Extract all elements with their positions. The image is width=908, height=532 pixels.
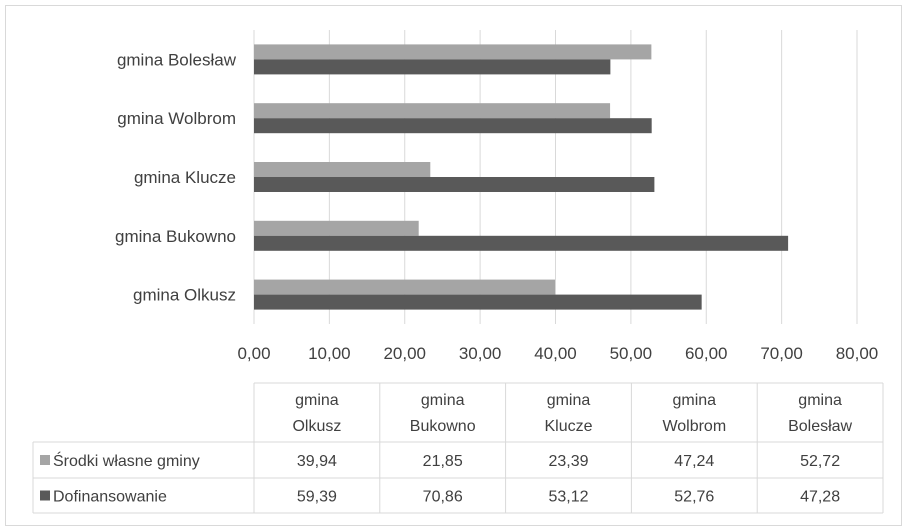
bar [254, 162, 431, 177]
x-tick-label: 30,00 [459, 344, 502, 363]
bar [254, 44, 652, 60]
bar [254, 235, 789, 251]
category-label: gmina Wolbrom [117, 109, 236, 128]
bars [254, 44, 789, 310]
bar [254, 279, 556, 295]
legend-key [40, 490, 50, 501]
x-tick-labels: 0,00 10,00 20,00 30,00 40,00 50,00 60,00 70,00 8… [237, 344, 878, 363]
legend-label: Środki własne gminy [53, 451, 200, 470]
data-table: gmina Olkusz gmina Bukowno gmina Klucze gmina W… [32, 382, 884, 514]
x-tick-label: 50,00 [610, 344, 653, 363]
data-label: 47,28 [800, 489, 840, 506]
data-label: 52,72 [800, 453, 840, 470]
bar [254, 177, 655, 192]
bar [254, 103, 611, 119]
table-header-line: Klucze [544, 418, 592, 435]
bar [254, 59, 611, 75]
legend-key [40, 455, 50, 465]
table-header-line: gmina [547, 392, 591, 409]
table-header-line: Olkusz [292, 418, 341, 435]
bar [254, 118, 652, 134]
table-header-line: Bukowno [410, 418, 476, 435]
table-header-line: gmina [673, 392, 717, 409]
table-header-line: gmina [421, 392, 465, 409]
data-label: 59,39 [297, 489, 337, 506]
x-tick-label: 80,00 [836, 344, 879, 363]
data-label: 21,85 [423, 453, 463, 470]
x-tick-label: 70,00 [760, 344, 803, 363]
x-tick-label: 10,00 [308, 344, 351, 363]
data-label: 53,12 [548, 489, 588, 506]
data-label: 52,76 [674, 489, 714, 506]
x-tick-label: 0,00 [237, 344, 270, 363]
x-tick-label: 40,00 [534, 344, 577, 363]
bar [254, 220, 419, 236]
table-header-line: gmina [295, 392, 339, 409]
category-label: gmina Bukowno [115, 227, 236, 246]
data-label: 70,86 [423, 489, 463, 506]
category-label: gmina Bolesław [117, 50, 237, 69]
data-label: 39,94 [297, 453, 337, 470]
legend-label: Dofinansowanie [53, 489, 167, 506]
table-header-line: Bolesław [788, 418, 852, 435]
table-header-line: Wolbrom [662, 418, 726, 435]
chart-frame: gmina Olkusz gmina Bukowno gmina Klucze gmi… [5, 5, 902, 526]
data-label: 23,39 [548, 453, 588, 470]
category-label: gmina Klucze [134, 168, 236, 187]
x-tick-label: 20,00 [383, 344, 426, 363]
bar [254, 294, 702, 310]
x-tick-label: 60,00 [685, 344, 728, 363]
data-label: 47,24 [674, 453, 714, 470]
category-labels: gmina Olkusz gmina Bukowno gmina Klucze gmi… [115, 50, 237, 304]
category-label: gmina Olkusz [133, 286, 236, 305]
table-header-line: gmina [798, 392, 842, 409]
